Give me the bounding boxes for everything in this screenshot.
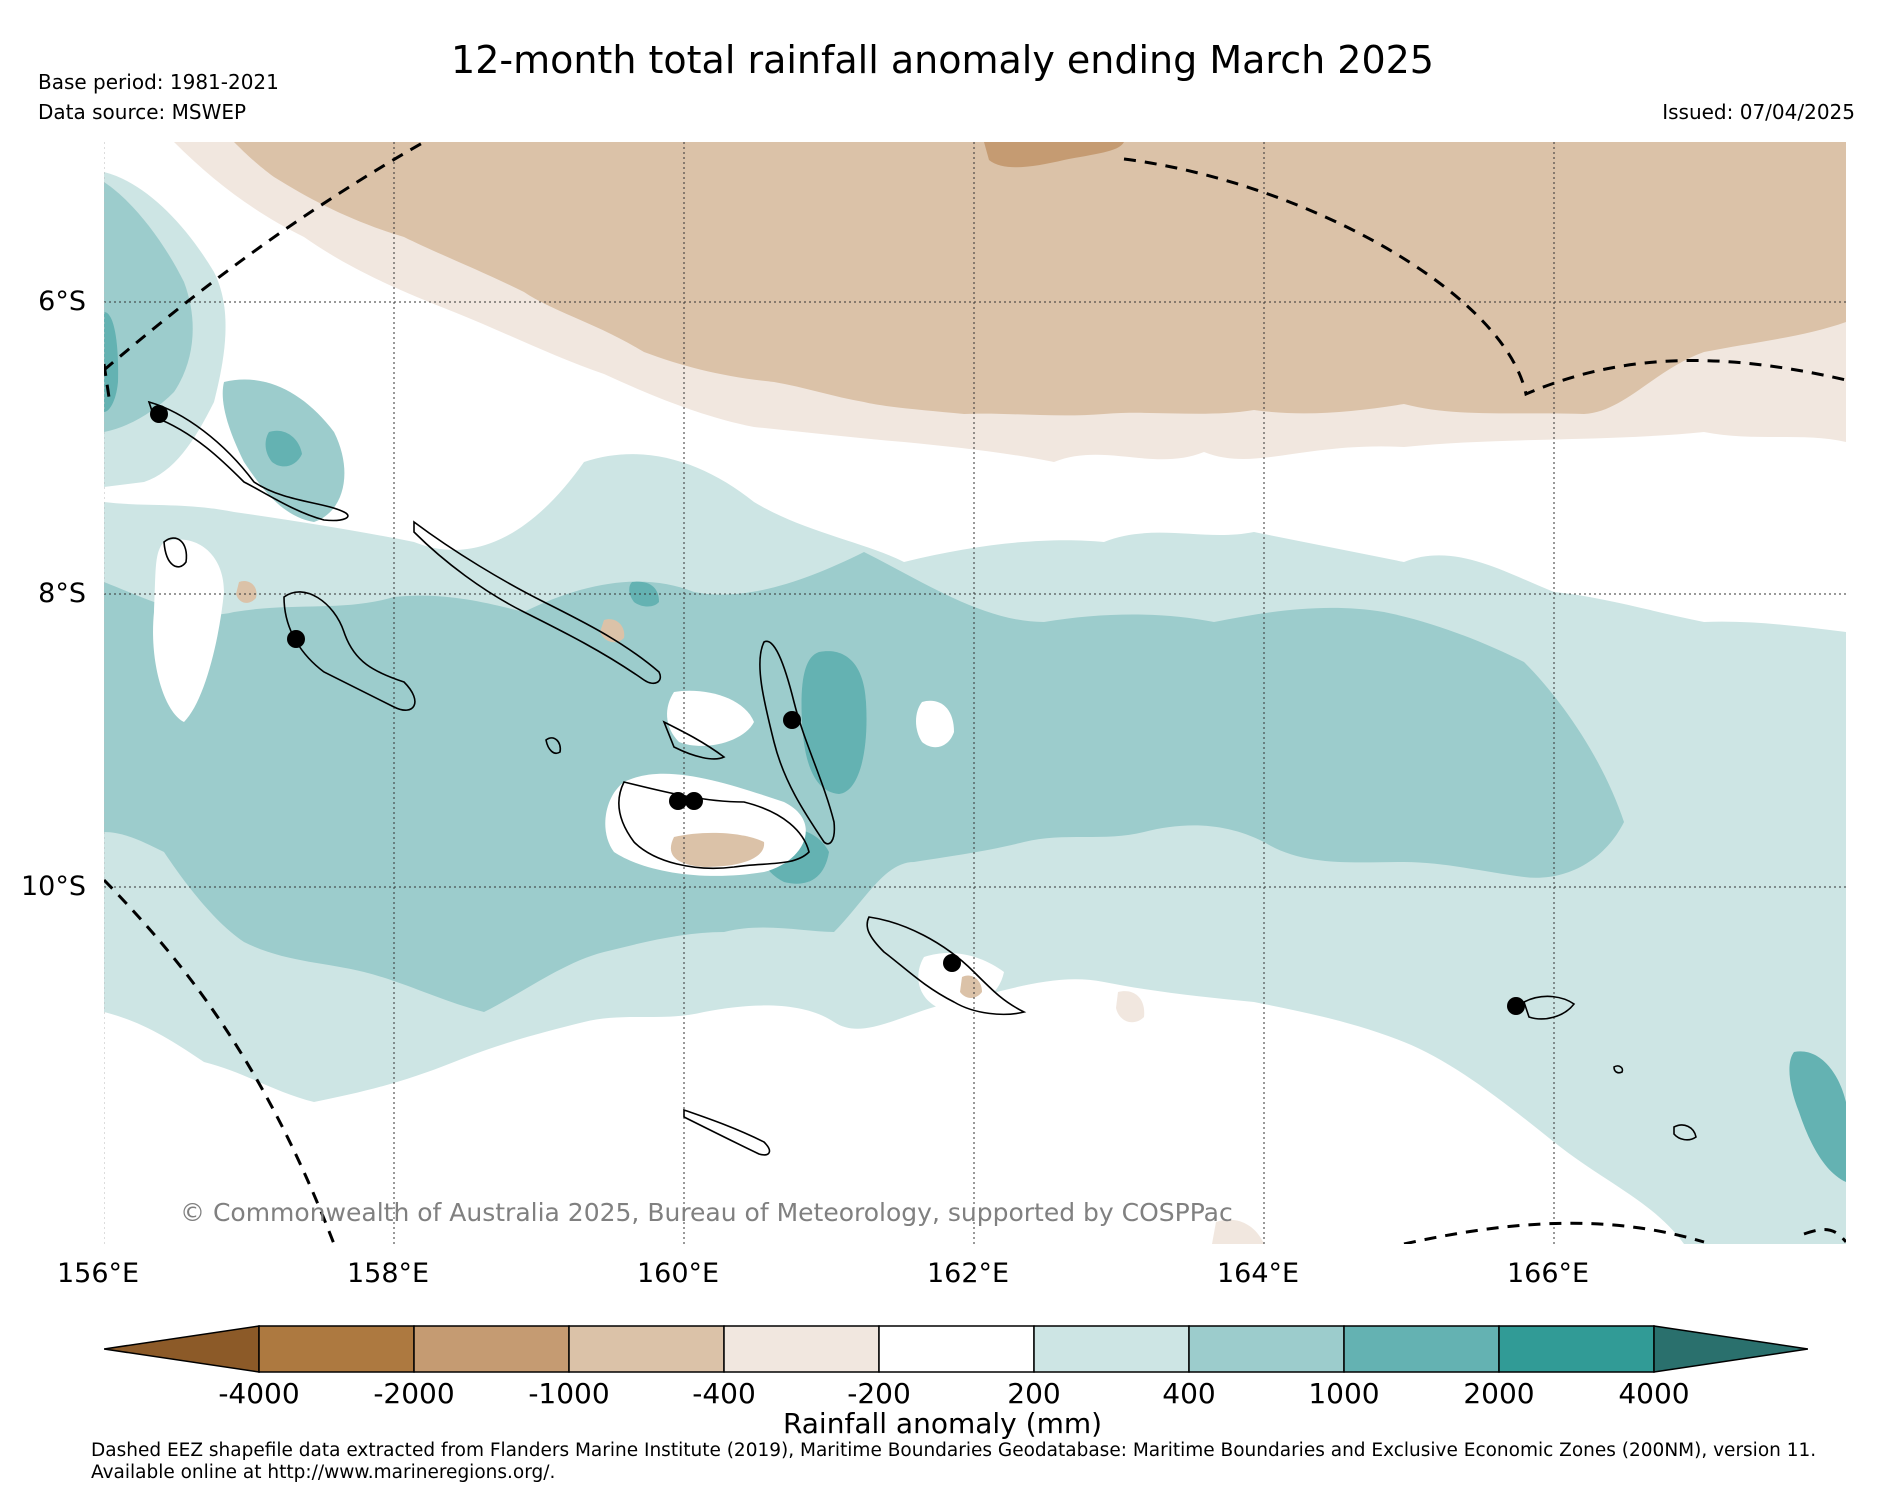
issued-date: Issued: 07/04/2025 xyxy=(1662,100,1855,124)
colorbar-segment xyxy=(258,1325,415,1373)
island-vanikoro xyxy=(1673,1124,1697,1141)
colorbar-tick: 400 xyxy=(1162,1377,1216,1410)
map-panel xyxy=(104,142,1846,1244)
map-title: 12-month total rainfall anomaly ending M… xyxy=(451,38,1434,82)
island-small-2 xyxy=(1613,1065,1624,1074)
footnote-line-1: Dashed EEZ shapefile data extracted from… xyxy=(91,1440,1817,1461)
colorbar-segment xyxy=(1343,1325,1500,1373)
lon-label-158e: 158°E xyxy=(347,1258,430,1289)
island-makira xyxy=(866,916,1027,1016)
station-marker xyxy=(669,792,687,810)
lon-label-164e: 164°E xyxy=(1217,1258,1300,1289)
graticule xyxy=(104,142,1846,1244)
lon-label-156e: 156°E xyxy=(57,1258,140,1289)
dry-pocket-5 xyxy=(153,539,224,722)
dry-region-medium xyxy=(234,142,1846,416)
island-rennell xyxy=(683,1108,771,1156)
anomaly-map xyxy=(104,142,1846,1244)
station-marker xyxy=(1507,997,1525,1015)
wet-region-strong-1 xyxy=(801,651,867,794)
colorbar-tick: 4000 xyxy=(1618,1377,1690,1410)
wet-region-strong-4 xyxy=(265,430,302,467)
colorbar-tick: 200 xyxy=(1007,1377,1061,1410)
wet-region-medium xyxy=(104,552,1624,1012)
colorbar-extend-high xyxy=(1653,1325,1808,1373)
base-period: Base period: 1981-2021 xyxy=(38,70,279,94)
island-ndeni xyxy=(1523,995,1576,1020)
colorbar-tick: 2000 xyxy=(1463,1377,1535,1410)
station-marker xyxy=(685,792,703,810)
colorbar-tick: -2000 xyxy=(373,1377,455,1410)
colorbar-label: Rainfall anomaly (mm) xyxy=(782,1407,1103,1440)
lon-label-162e: 162°E xyxy=(927,1258,1010,1289)
colorbar-segment xyxy=(1188,1325,1345,1373)
lon-label-166e: 166°E xyxy=(1507,1258,1590,1289)
stations xyxy=(150,405,1525,1015)
dry-pocket-11 xyxy=(1212,1219,1264,1244)
colorbar-tick: -400 xyxy=(692,1377,756,1410)
island-malaita xyxy=(662,720,726,760)
colorbar-segment xyxy=(1033,1325,1190,1373)
island-bougainville xyxy=(147,400,349,522)
island-guadalcanal xyxy=(618,781,810,870)
island-new-georgia xyxy=(283,591,416,711)
colorbar-extend-low xyxy=(104,1325,260,1373)
colorbar-segment xyxy=(413,1325,570,1373)
copyright-notice: © Commonwealth of Australia 2025, Bureau… xyxy=(180,1198,1233,1227)
lat-label-6s: 6°S xyxy=(38,286,86,317)
station-marker xyxy=(150,405,168,423)
footnote-line-2: Available online at http://www.marinereg… xyxy=(91,1462,556,1483)
dry-pocket-8 xyxy=(236,580,257,603)
wet-region-medium-west xyxy=(104,182,193,432)
colorbar-segment xyxy=(1498,1325,1655,1373)
colorbar-tick: -1000 xyxy=(528,1377,610,1410)
dry-region-strong xyxy=(984,142,1124,168)
dry-pocket-2 xyxy=(670,832,765,867)
colorbar xyxy=(104,1325,1808,1373)
island-santa-isabel xyxy=(759,640,836,845)
lat-label-8s: 8°S xyxy=(38,578,86,609)
lon-label-160e: 160°E xyxy=(637,1258,720,1289)
islands xyxy=(147,400,1697,1156)
colorbar-segment xyxy=(878,1325,1035,1373)
island-small-3 xyxy=(545,737,562,755)
dry-pocket-7 xyxy=(916,700,954,748)
wet-region-strong-5 xyxy=(1789,1051,1846,1182)
dry-pocket-4 xyxy=(960,975,982,998)
dry-pocket-10 xyxy=(1116,991,1145,1023)
colorbar-segment xyxy=(568,1325,725,1373)
station-marker xyxy=(783,711,801,729)
colorbar-tick: -4000 xyxy=(218,1377,300,1410)
colorbar-tick: 1000 xyxy=(1308,1377,1380,1410)
dry-pocket-3 xyxy=(918,952,1004,1011)
station-marker xyxy=(287,630,305,648)
station-marker xyxy=(943,954,961,972)
dry-pocket-6 xyxy=(667,690,754,746)
island-choiseul xyxy=(413,520,662,684)
colorbar-segment xyxy=(723,1325,880,1373)
colorbar-tick: -200 xyxy=(847,1377,911,1410)
data-source: Data source: MSWEP xyxy=(38,100,247,124)
dry-pocket-9 xyxy=(600,619,625,643)
eez-boundaries xyxy=(104,142,1846,1244)
lat-label-10s: 10°S xyxy=(21,871,86,902)
island-small-1 xyxy=(163,537,188,568)
